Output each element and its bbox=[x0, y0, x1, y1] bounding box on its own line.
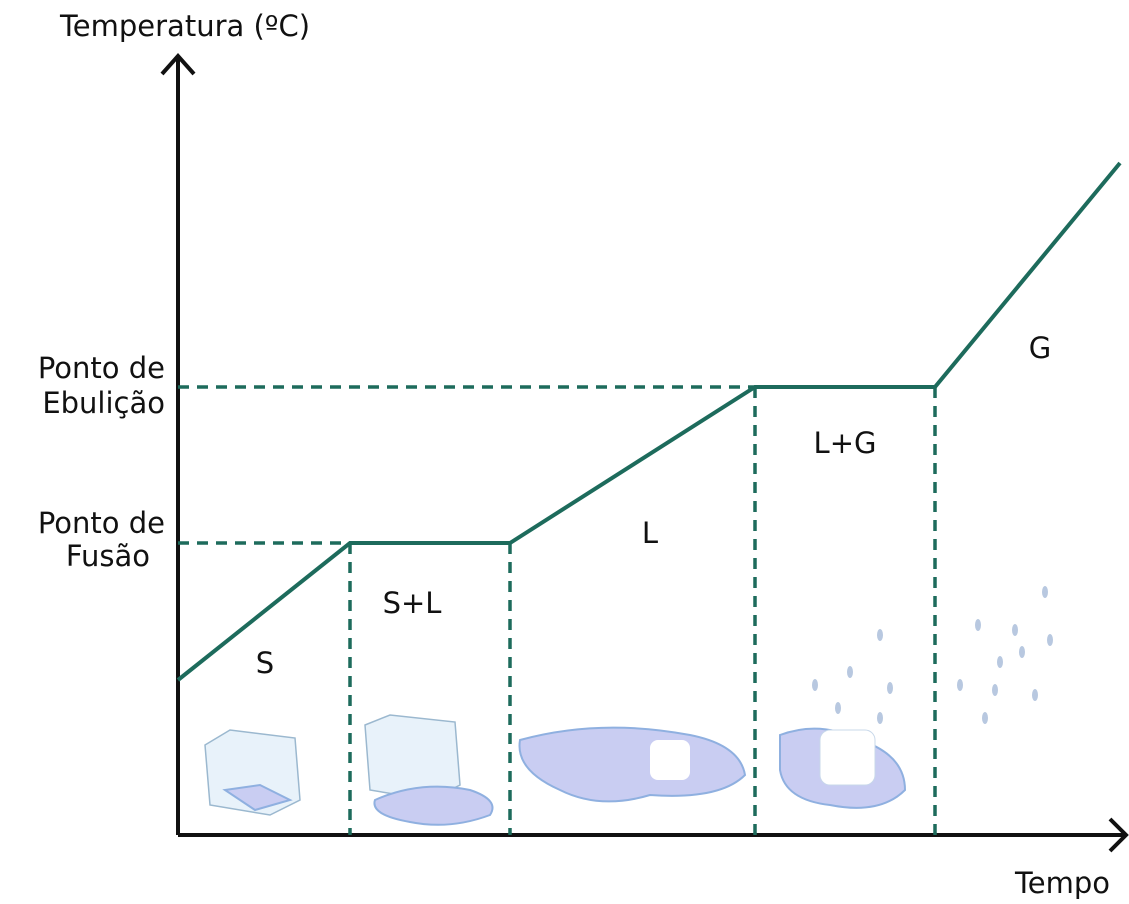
vapor-drop bbox=[877, 712, 883, 724]
vapor-drop bbox=[975, 619, 981, 631]
vapor-drop bbox=[1042, 586, 1048, 598]
vapor-drop bbox=[887, 682, 893, 694]
phase-label: L+G bbox=[814, 426, 877, 460]
illustrations bbox=[205, 586, 1053, 825]
vapor-drop bbox=[992, 684, 998, 696]
vapor-drops bbox=[812, 586, 1053, 724]
vapor-drop bbox=[982, 712, 988, 724]
level-label: Ponto de bbox=[38, 506, 165, 540]
vapor-drop bbox=[957, 679, 963, 691]
vapor-drop bbox=[835, 702, 841, 714]
ice-remnant bbox=[820, 730, 875, 785]
x-axis-label: Tempo bbox=[1014, 866, 1110, 900]
phase-label: S+L bbox=[383, 586, 442, 620]
vapor-drop bbox=[997, 656, 1003, 668]
vapor-drop bbox=[1019, 646, 1025, 658]
heating-curve-diagram: Temperatura (ºC) Tempo Ponto de Ebulição… bbox=[0, 0, 1129, 904]
vapor-drop bbox=[1012, 624, 1018, 636]
phase-label: L bbox=[642, 516, 658, 550]
phase-label: G bbox=[1029, 331, 1051, 365]
level-label: Ebulição bbox=[42, 386, 165, 420]
phase-label: S bbox=[256, 646, 274, 680]
vapor-drop bbox=[877, 629, 883, 641]
vapor-drop bbox=[847, 666, 853, 678]
heating-curve bbox=[178, 163, 1120, 680]
level-label: Fusão bbox=[66, 539, 150, 573]
y-axis-label: Temperatura (ºC) bbox=[59, 9, 310, 43]
level-label: Ponto de bbox=[38, 351, 165, 385]
water-puddle bbox=[520, 728, 746, 802]
puddle-highlight bbox=[650, 740, 690, 780]
vapor-drop bbox=[1047, 634, 1053, 646]
vapor-drop bbox=[1032, 689, 1038, 701]
vapor-drop bbox=[812, 679, 818, 691]
